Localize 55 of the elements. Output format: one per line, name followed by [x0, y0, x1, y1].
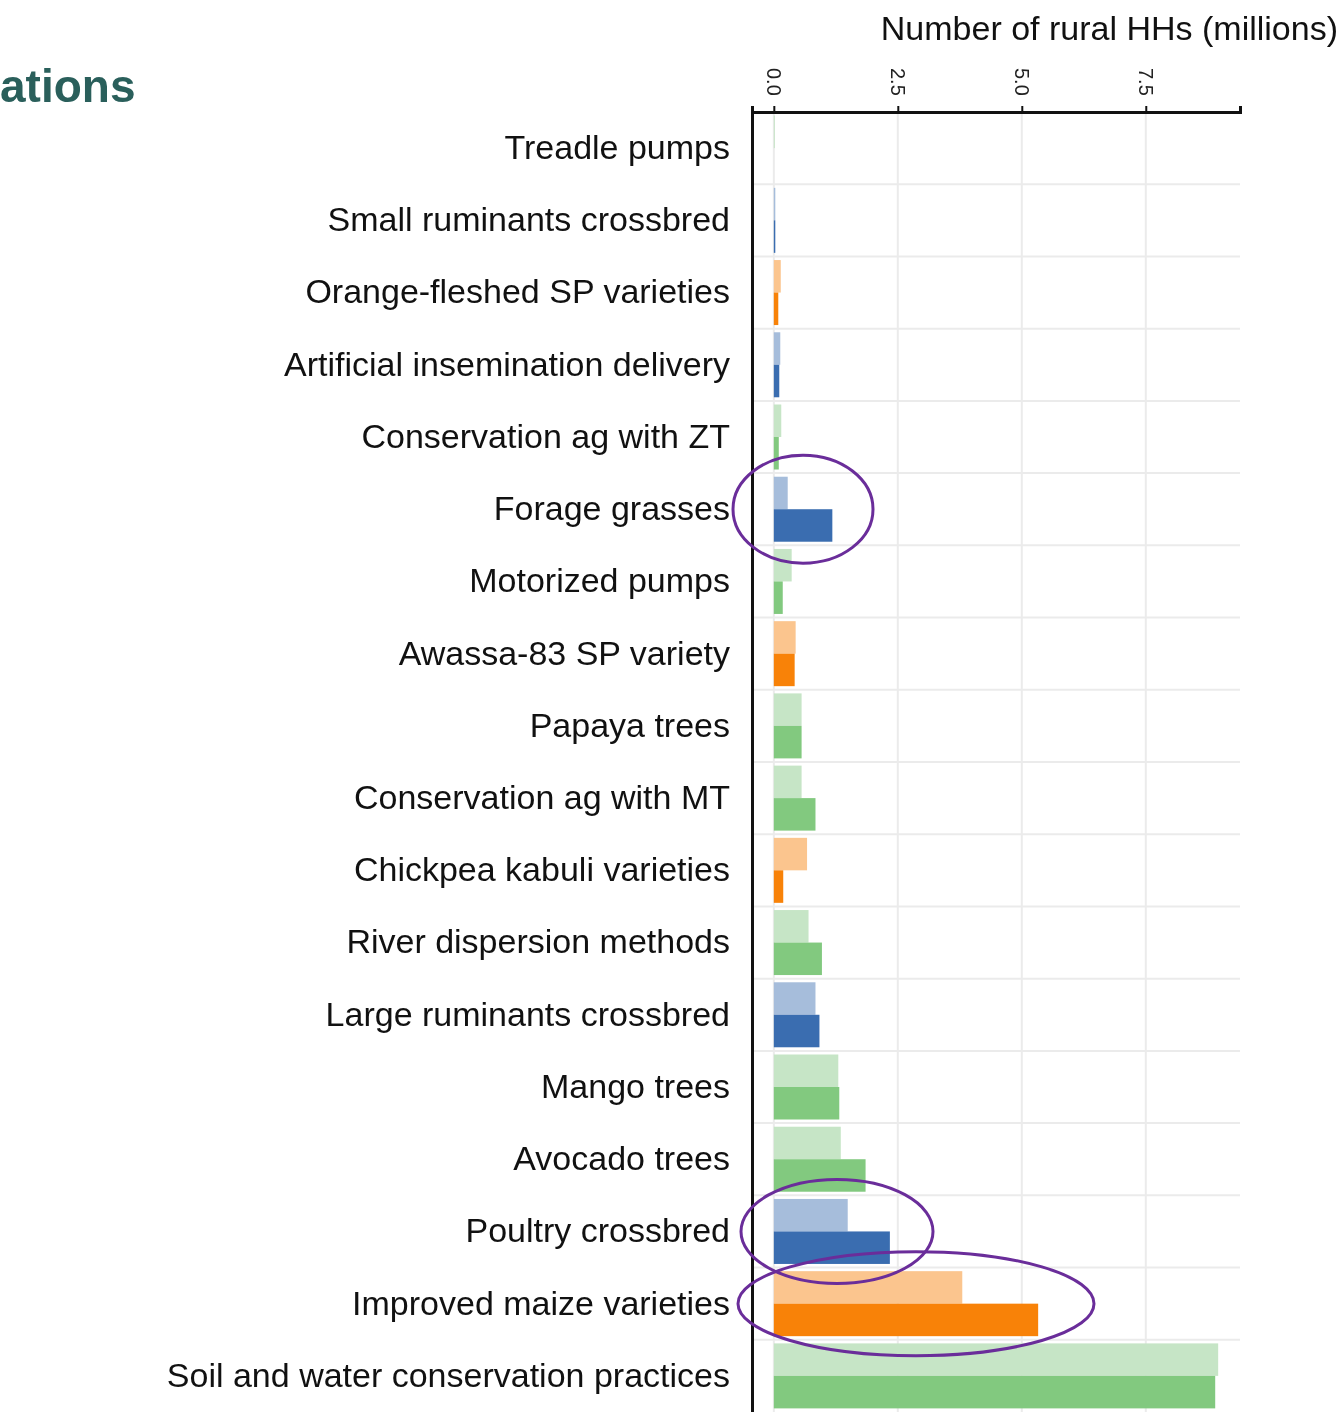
- y-tick-label: Treadle pumps: [504, 127, 730, 166]
- bar: [773, 437, 779, 470]
- x-tick-label: 7.5: [1135, 68, 1158, 96]
- bar: [773, 653, 795, 687]
- bar: [773, 364, 780, 398]
- bar: [773, 725, 802, 759]
- bar: [773, 1198, 848, 1232]
- y-tick-label: Large ruminants crossbred: [325, 994, 730, 1033]
- y-tick-label: Conservation ag with ZT: [361, 416, 730, 455]
- y-tick-label: Orange-fleshed SP varieties: [305, 272, 730, 311]
- bar: [773, 942, 822, 976]
- bar: [773, 837, 808, 871]
- text: ations: [0, 60, 136, 112]
- bar: [773, 1087, 840, 1120]
- bar: [773, 1014, 820, 1048]
- x-tick-label: 2.5: [887, 68, 910, 96]
- bar: [773, 509, 833, 542]
- bar: [773, 765, 802, 799]
- y-tick-label: Awassa-83 SP variety: [398, 633, 730, 672]
- bar: [773, 910, 809, 943]
- bar: [773, 404, 782, 437]
- x-tick-label: 0.0: [763, 68, 786, 96]
- bar: [773, 1375, 1216, 1409]
- bar: [773, 581, 783, 614]
- bar: [773, 1343, 1219, 1376]
- y-tick-label: Mango trees: [541, 1066, 730, 1105]
- bar: [773, 332, 781, 365]
- y-tick-label: Forage grasses: [493, 489, 730, 528]
- bar: [773, 1231, 890, 1264]
- y-tick-label: Motorized pumps: [469, 561, 730, 600]
- bar: [773, 870, 784, 903]
- bar: [773, 1271, 963, 1304]
- bar: [773, 476, 788, 510]
- y-tick-label: Conservation ag with MT: [353, 777, 730, 816]
- x-axis-title: Number of rural HHs (millions): [880, 9, 1338, 47]
- y-tick-label: Soil and water conservation practices: [166, 1355, 730, 1394]
- bar: [773, 798, 816, 831]
- bar: [773, 693, 802, 726]
- bar: [773, 1126, 841, 1160]
- y-tick-label: River dispersion methods: [346, 922, 730, 961]
- y-tick-label: Papaya trees: [529, 705, 730, 744]
- y-tick-label: Small ruminants crossbred: [327, 200, 730, 239]
- bar: [773, 548, 792, 582]
- y-tick-label: Avocado trees: [513, 1139, 730, 1178]
- bar: [773, 1159, 866, 1192]
- y-tick-label: Poultry crossbred: [465, 1211, 730, 1250]
- bar: [773, 982, 816, 1015]
- bar: [773, 1303, 1039, 1337]
- bar: [773, 1054, 839, 1087]
- y-tick-label: Chickpea kabuli varieties: [353, 850, 730, 889]
- x-tick-label: 5.0: [1011, 68, 1034, 96]
- bar: [773, 260, 781, 293]
- bar: [773, 621, 796, 654]
- y-tick-label: Artificial insemination delivery: [284, 344, 730, 383]
- y-tick-label: Improved maize varieties: [352, 1283, 730, 1322]
